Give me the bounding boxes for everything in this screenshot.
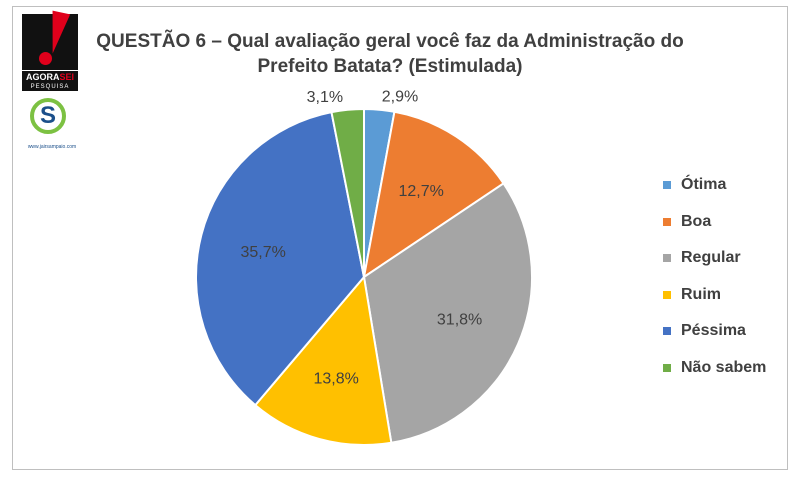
legend-item: Péssima (663, 321, 766, 358)
legend-item: Boa (663, 212, 766, 249)
slice-data-label: 31,8% (437, 311, 482, 328)
legend-item: Não sabem (663, 358, 766, 395)
pie-slice (330, 107, 365, 278)
slice-data-label: 2,9% (382, 89, 418, 106)
legend-swatch (663, 290, 671, 299)
legend-label: Péssima (681, 322, 746, 339)
logo-url: www.jairsampaio.com (27, 144, 77, 150)
slice-data-label: 3,1% (307, 89, 343, 106)
slice-data-label: 35,7% (241, 244, 286, 261)
logo-s-icon: S (39, 102, 56, 129)
exclamation-dot-icon (39, 52, 52, 65)
pie-slice (253, 274, 393, 446)
logo-subtitle: PESQUISA (22, 83, 78, 91)
legend-item: Regular (663, 248, 766, 285)
chart-legend: Ótima Boa Regular Ruim Péssima Não sabem (663, 175, 766, 394)
legend-swatch (663, 217, 671, 226)
legend-label: Não sabem (681, 358, 767, 376)
slice-data-label: 13,8% (314, 370, 359, 387)
chart-title-line1: QUESTÃO 6 – Qual avaliação geral você fa… (96, 31, 684, 52)
agorasei-logo: AGORASEI PESQUISA (22, 10, 78, 91)
legend-swatch (663, 254, 671, 262)
logo-wordmark: AGORASEI (22, 71, 78, 83)
legend-label: Ruim (681, 285, 721, 303)
pie-slice (362, 182, 533, 444)
legend-label: Regular (681, 249, 741, 266)
pie-slice (362, 110, 505, 280)
slice-data-label: 12,7% (398, 183, 443, 200)
legend-label: Ótima (681, 176, 727, 193)
legend-swatch (663, 327, 671, 335)
legend-swatch (663, 363, 671, 372)
jairsampaio-logo: S www.jairsampaio.com (22, 98, 78, 154)
legend-swatch (663, 181, 671, 189)
pie-slice (195, 111, 366, 407)
logo-ring-icon (30, 98, 66, 134)
chart-title-line2: Prefeito Batata? (Estimulada) (257, 56, 523, 77)
legend-label: Boa (681, 212, 712, 230)
legend-item: Ótima (663, 175, 766, 212)
legend-item: Ruim (663, 285, 766, 322)
